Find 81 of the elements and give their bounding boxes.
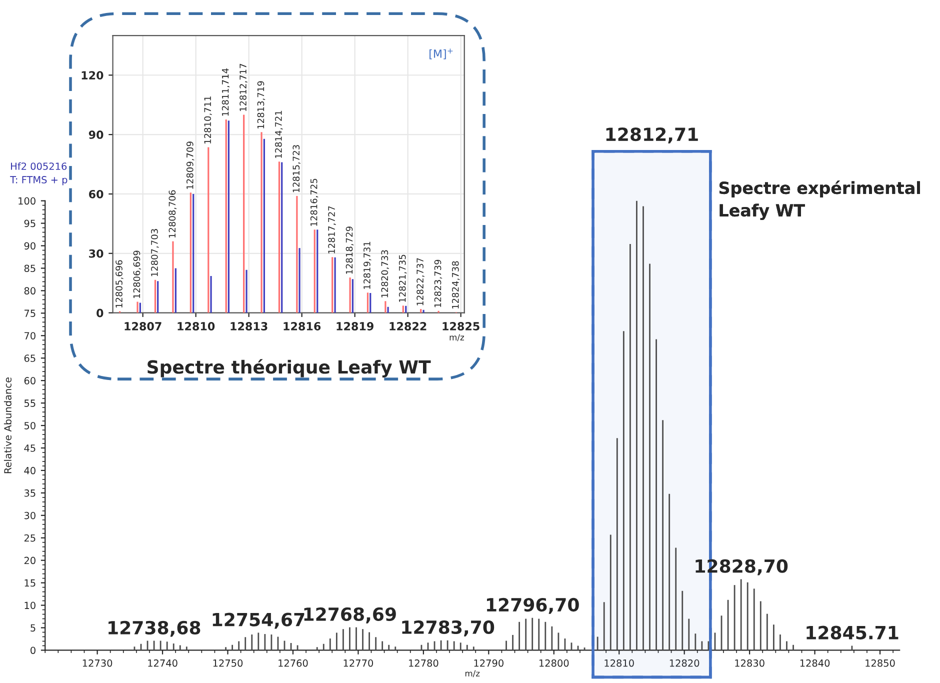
annotation: 12813,719 [257,81,266,128]
y-tick-label: 60 [89,190,104,198]
annotation: 12796,70 [486,598,579,614]
x-tick-label: 12820 [670,659,700,667]
annotation: 12754,67 [212,612,304,629]
y-tick-label: 90 [88,130,104,139]
annotation: 12819,731 [364,242,372,289]
y-tick-label: 5 [30,624,36,632]
x-tick-label: 12830 [735,659,764,667]
y-axis-title: Relative Abundance [4,378,12,474]
y-tick-label: 20 [24,556,36,564]
x-tick-label: 12813 [230,322,268,330]
x-tick-label: 12825 [442,322,480,330]
annotation: 12768,69 [304,607,396,624]
y-tick-label: 100 [18,197,36,205]
annotation: 12810,711 [204,96,212,144]
y-tick-label: 70 [24,332,36,340]
x-tick-label: 12840 [800,659,830,667]
annotation: 12820,733 [381,250,389,298]
y-tick-label: 40 [24,466,36,474]
band-label: Spectre expérimental Leafy WT [719,180,920,220]
annotation: 12809,709 [186,142,194,189]
annotation: 12808,706 [168,190,177,238]
y-tick-label: 60 [24,377,36,384]
y-tick-label: 15 [24,579,36,587]
y-tick-label: 90 [24,242,36,250]
y-tick-label: 45 [24,444,36,452]
y-tick-label: 50 [24,422,36,430]
y-tick-label: 65 [24,354,36,362]
y-tick-label: 30 [89,249,104,258]
x-tick-label: 12810 [178,322,215,330]
annotation: 12815,723 [292,145,300,192]
x-axis-title: m/z [450,334,464,342]
y-tick-label: 95 [24,220,36,228]
annotation: 12807,703 [151,229,159,276]
annotation: 12814,721 [275,110,283,158]
annotation: 12783,70 [402,620,494,636]
y-tick-label: 10 [24,602,36,610]
x-tick-label: 12822 [390,322,426,330]
x-tick-label: 12750 [213,659,243,667]
x-axis-title: m/z [465,670,480,678]
y-tick-label: 55 [24,400,36,407]
y-tick-label: 80 [24,287,36,295]
annotation: 12824,738 [452,261,460,308]
x-tick-label: 12780 [409,659,438,667]
annotation: 12821,735 [398,254,407,302]
y-tick-label: 0 [30,646,36,654]
x-tick-label: 12810 [604,659,634,667]
x-tick-label: 12850 [866,659,895,667]
annotation: 12845.71 [806,626,898,640]
x-tick-label: 12807 [124,322,162,330]
y-tick-label: 0 [96,308,104,318]
x-tick-label: 12730 [82,659,112,667]
annotation: 12817,727 [328,206,336,254]
x-tick-label: 12816 [284,322,321,330]
y-tick-label: 30 [24,512,36,520]
y-tick-label: 120 [82,71,104,80]
annotation: 12738,68 [108,620,200,637]
text: T: FTMS + p [10,176,68,186]
y-tick-label: 35 [24,489,36,497]
annotation: 12806,699 [133,250,142,298]
annotation: 12816,725 [310,178,318,226]
annotation: 12818,729 [346,226,354,274]
annotation: 12805,696 [116,260,124,308]
y-tick-label: 25 [24,534,36,542]
x-tick-label: 12800 [539,659,569,667]
annotation: 12823,739 [434,260,442,308]
text: Spectre théorique Leafy WT [148,359,431,378]
text: 12812,71 [606,127,698,144]
x-tick-label: 12740 [148,659,178,667]
annotation: 12811,714 [222,68,230,116]
x-tick-label: 12770 [344,659,374,667]
x-tick-label: 12819 [336,322,374,330]
y-tick-label: 85 [24,264,36,272]
annotation: 12812,717 [240,64,248,111]
annotation: 12822,737 [416,258,424,306]
annotation: [M]$^{+}$ [430,48,453,60]
y-tick-label: 75 [24,310,36,317]
text: Hf2 005216 [11,162,67,170]
x-tick-label: 12760 [278,659,308,667]
x-tick-label: 12790 [474,659,504,667]
